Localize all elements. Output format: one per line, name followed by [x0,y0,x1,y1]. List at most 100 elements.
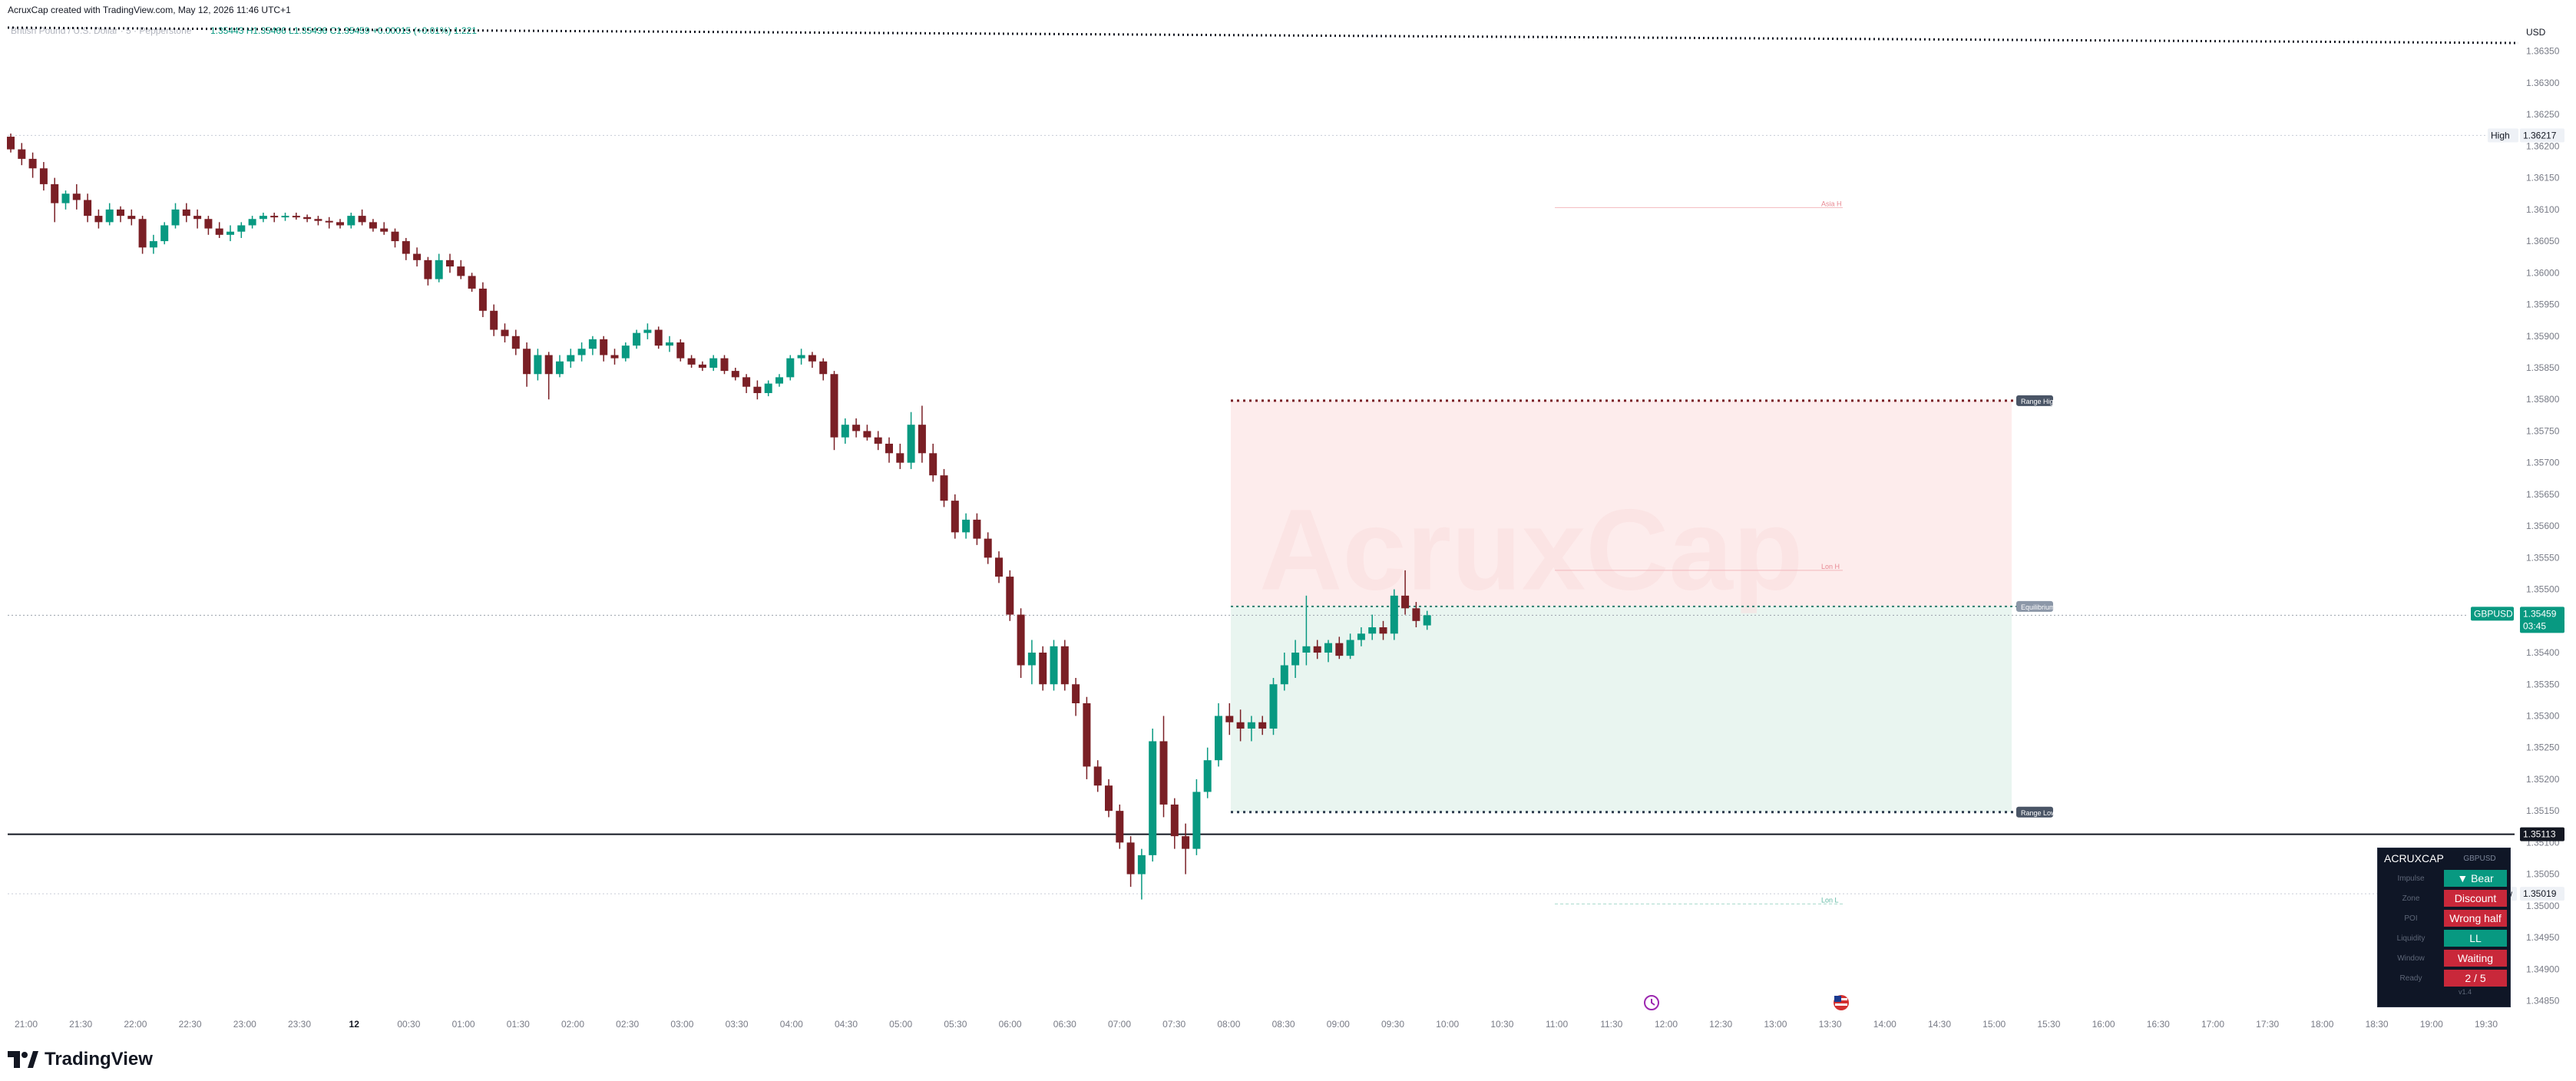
time-tick-label: 11:30 [1600,1019,1622,1030]
time-tick-label: 08:00 [1217,1019,1240,1030]
bar-countdown-tag: 03:45 [2523,620,2546,631]
panel-row-value: Discount [2444,890,2507,907]
candle-body [18,149,26,159]
candle-body [556,361,564,375]
price-tick-label: 1.36000 [2526,267,2560,278]
us-flag-event-icon[interactable] [1834,995,1849,1010]
candle-body [764,383,772,393]
candle-body [1379,627,1387,634]
tradingview-logo[interactable]: TradingView [8,1049,153,1070]
range-low-label-bg [2016,806,2053,818]
candle-body [995,557,1003,577]
low-value-tag-bg [2520,887,2564,901]
candle-body [654,329,663,346]
price-tick-label: 1.36350 [2526,46,2560,57]
panel-row-liquidity: Liquidity LL [2378,928,2510,948]
time-tick-label: 04:00 [780,1019,803,1030]
price-tick-label: 1.36300 [2526,78,2560,88]
candle-body [698,364,706,368]
legend-values: 1.35443 H1.35466 L1.35436 C1.35459 +0.00… [210,25,477,36]
candle-body [215,228,223,235]
candle-body [281,216,289,218]
time-tick-label: 22:00 [124,1019,147,1030]
candle-body [621,345,630,359]
candle-body [819,361,828,375]
time-tick-label: 22:30 [179,1019,202,1030]
discount-zone [1231,606,2012,812]
clock-event-icon[interactable] [1644,995,1659,1010]
symbol-tag: GBPUSD [2474,608,2513,619]
time-tick-label: 13:00 [1764,1019,1787,1030]
price-tick-label: 1.35650 [2526,489,2560,500]
candle-body [138,219,147,248]
candle-body [61,193,70,203]
time-axis[interactable]: 21:00 21:30 22:00 22:30 23:00 23:30 12 00:30 01:… [15,1019,2498,1030]
time-tick-label: 11:00 [1546,1019,1568,1030]
time-tick-label: 00:30 [397,1019,420,1030]
price-tick-label: 1.35400 [2526,647,2560,658]
candle-body [193,216,202,220]
candle-body [1027,653,1036,666]
candle-body [863,431,871,438]
time-tick-label: 08:30 [1272,1019,1295,1030]
time-tick-label: 17:00 [2201,1019,2224,1030]
candle-body [303,217,312,220]
high-value-tag-bg [2520,128,2564,143]
candle-body [1390,595,1398,634]
candle-body [918,425,926,454]
line-value-tag: 1.35113 [2523,829,2556,840]
range-high-label[interactable]: Range High [2021,398,2058,405]
candle-body [1302,646,1311,653]
time-tick-label: 10:00 [1436,1019,1459,1030]
price-tick-label: 1.36050 [2526,236,2560,246]
price-tick-label: 1.35250 [2526,742,2560,753]
time-tick-label: 02:00 [561,1019,584,1030]
panel-row-value: Wrong half [2444,910,2507,927]
time-tick-label: 10:30 [1490,1019,1513,1030]
candle-body [1324,643,1332,653]
panel-version: v1.4 [2458,988,2472,996]
candle-body [896,453,904,463]
symbol-tag-bg [2471,607,2514,621]
candle-body [610,355,619,359]
candle-body [984,538,992,558]
candle-body [325,220,333,223]
candle-body [1006,577,1014,615]
candle-body [501,329,509,336]
candle-body [666,342,673,346]
time-tick-label: 01:00 [452,1019,475,1030]
candle-body [709,358,718,368]
candle-body [1291,653,1300,666]
currency-label: USD [2526,27,2546,38]
london-low-label: Lon L [1821,896,1839,904]
annotation-labels: Range High Range Low Equilibrium Asia H Lon … [1821,200,2058,904]
candle-body [633,332,641,346]
price-tick-label: 1.34900 [2526,964,2560,974]
range-low-label[interactable]: Range Low [2021,809,2056,817]
candle-body [117,209,124,217]
price-tick-label: 1.35500 [2526,584,2560,595]
price-tick-label: 1.36150 [2526,173,2560,183]
time-tick-label: 15:30 [2037,1019,2060,1030]
candle-body [1335,643,1344,656]
candle-body [567,355,575,362]
candle-body [105,209,114,223]
time-tick-label: 05:30 [944,1019,967,1030]
time-tick-label: 03:30 [726,1019,749,1030]
candle-body [51,183,59,203]
candle-body [380,228,389,232]
candle-body [1170,804,1179,837]
time-tick-label: 12 [349,1019,360,1030]
price-tick-label: 1.35750 [2526,425,2560,436]
candle-body [841,425,849,438]
candle-body [1313,646,1321,653]
candle-body [424,260,432,279]
equilibrium-label[interactable]: Equilibrium [2021,603,2055,611]
candle-body [402,241,410,254]
time-tick-label: 06:30 [1053,1019,1076,1030]
candle-body [1346,640,1354,656]
candle-body [1105,785,1113,812]
candle-body [1412,608,1420,621]
candle-body [676,342,685,359]
